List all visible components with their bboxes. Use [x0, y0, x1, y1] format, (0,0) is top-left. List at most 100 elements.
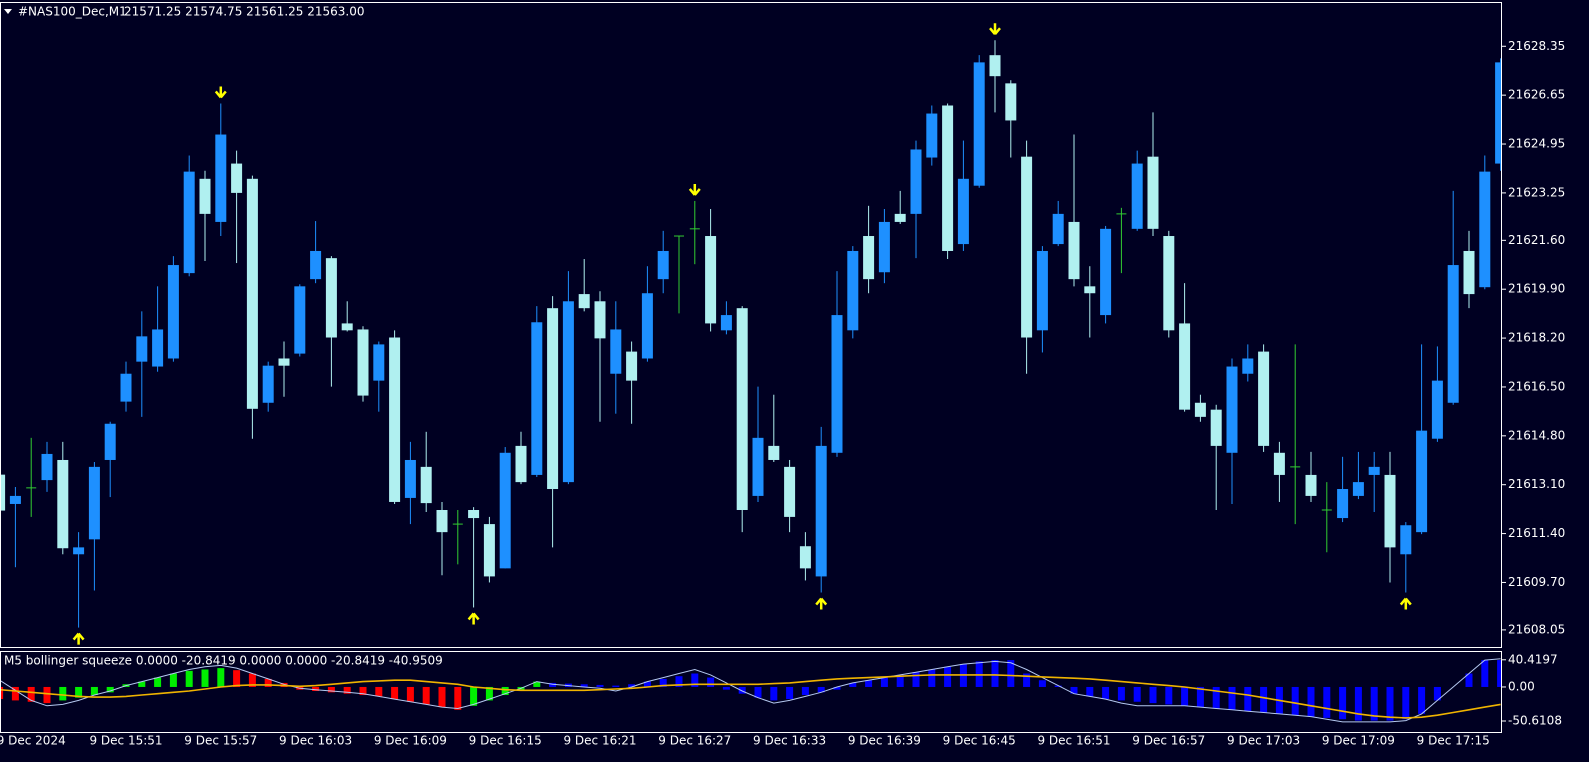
candle-body: [1463, 250, 1475, 295]
candle-body: [799, 546, 811, 569]
candle-body: [1163, 236, 1175, 331]
candle-body: [1368, 466, 1380, 475]
histogram-bar: [849, 682, 857, 687]
candle-body: [1179, 323, 1191, 410]
y-tick-label: 21608.05: [1508, 622, 1565, 636]
candle-body: [1273, 452, 1285, 475]
candle-body: [973, 62, 985, 186]
x-tick-label: 9 Dec 16:45: [943, 734, 1016, 748]
x-tick-label: 9 Dec 16:03: [279, 734, 352, 748]
candle-body: [88, 466, 100, 540]
candle-body: [73, 547, 85, 555]
x-tick-label: 9 Dec 2024: [0, 734, 66, 748]
histogram-bar: [1244, 686, 1252, 712]
candle-body: [1479, 171, 1491, 288]
histogram-bar: [27, 686, 35, 702]
histogram-bar: [327, 686, 335, 693]
y-tick-label: 21616.50: [1508, 379, 1565, 393]
candle-body: [41, 453, 53, 481]
candle-body: [152, 329, 164, 367]
histogram-bar: [185, 670, 193, 687]
y-tick-label: 0.00: [1508, 679, 1535, 693]
histogram-bar: [707, 677, 715, 687]
candle-body: [1084, 286, 1096, 294]
candle-body: [436, 510, 448, 533]
collapse-triangle[interactable]: [4, 9, 12, 14]
candle-body: [1305, 474, 1317, 496]
histogram-bar: [770, 686, 778, 701]
candle-body: [389, 337, 401, 502]
candle-body: [942, 105, 954, 251]
candle-body: [894, 213, 906, 222]
histogram-bar: [470, 686, 478, 706]
histogram-bar: [1402, 686, 1410, 720]
candle-body: [705, 236, 717, 324]
histogram-bar: [944, 666, 952, 687]
indicator-title: M5 bollinger squeeze 0.0000 -20.8419 0.0…: [4, 654, 443, 668]
candle-body: [1131, 163, 1143, 229]
candle-body: [136, 336, 148, 362]
candle-body: [325, 258, 337, 338]
candle-body: [0, 474, 6, 511]
histogram-bar: [896, 674, 904, 687]
histogram-bar: [1054, 685, 1062, 687]
histogram-bar: [1481, 660, 1489, 687]
candle-body: [1036, 250, 1048, 331]
y-tick-label: 21624.95: [1508, 137, 1565, 151]
candle-body: [1194, 402, 1206, 417]
candle-body: [626, 351, 638, 381]
y-tick-label: 21619.90: [1508, 282, 1565, 296]
candle-body: [815, 445, 827, 577]
histogram-bar: [549, 682, 557, 687]
candle-body: [657, 250, 669, 280]
candle-body: [1210, 409, 1222, 446]
candle-body: [104, 423, 116, 460]
x-tick-label: 9 Dec 16:15: [469, 734, 542, 748]
candle-body: [1416, 430, 1428, 533]
histogram-bar: [675, 676, 683, 687]
candle-body: [736, 308, 748, 511]
histogram-bar: [75, 686, 83, 698]
candle-body: [357, 329, 369, 396]
histogram-bar: [1086, 686, 1094, 697]
x-tick-label: 9 Dec 15:57: [184, 734, 257, 748]
y-tick-label: 21611.40: [1508, 526, 1565, 540]
histogram-bar: [596, 684, 604, 687]
y-tick-label: 21628.35: [1508, 39, 1565, 53]
histogram-bar: [1165, 686, 1173, 705]
histogram-bar: [485, 686, 493, 701]
up-arrow: [467, 612, 480, 625]
candle-body: [989, 55, 1001, 77]
histogram-bar: [59, 686, 67, 701]
histogram-bar: [201, 669, 209, 687]
x-tick-label: 9 Dec 16:51: [1037, 734, 1110, 748]
candle-body: [562, 301, 574, 483]
candle-body: [310, 250, 322, 280]
y-tick-label: 21614.80: [1508, 428, 1565, 442]
x-tick-label: 9 Dec 16:57: [1132, 734, 1205, 748]
histogram-bar: [1038, 680, 1046, 687]
histogram-bar: [1465, 673, 1473, 687]
down-arrow: [989, 23, 1001, 36]
histogram-bar: [501, 686, 509, 696]
histogram-bar: [786, 686, 794, 700]
histogram-bar: [738, 686, 746, 694]
histogram-bar: [1307, 686, 1315, 717]
histogram-bar: [1149, 686, 1157, 704]
candle-body: [341, 323, 353, 331]
histogram-bar: [233, 670, 241, 687]
histogram-bar: [1339, 686, 1347, 720]
indicator-frame: [0, 651, 1502, 733]
candle-body: [1447, 265, 1459, 403]
candle-body: [578, 294, 590, 309]
histogram-bar: [154, 677, 162, 687]
histogram-bar: [580, 684, 588, 687]
candle-body: [1258, 351, 1270, 446]
candle-body: [752, 437, 764, 496]
candle-body: [246, 178, 258, 409]
histogram-bar: [11, 686, 19, 701]
histogram-bar: [1007, 660, 1015, 687]
histogram-bar: [1212, 686, 1220, 709]
y-tick-label: -50.6108: [1508, 713, 1562, 727]
